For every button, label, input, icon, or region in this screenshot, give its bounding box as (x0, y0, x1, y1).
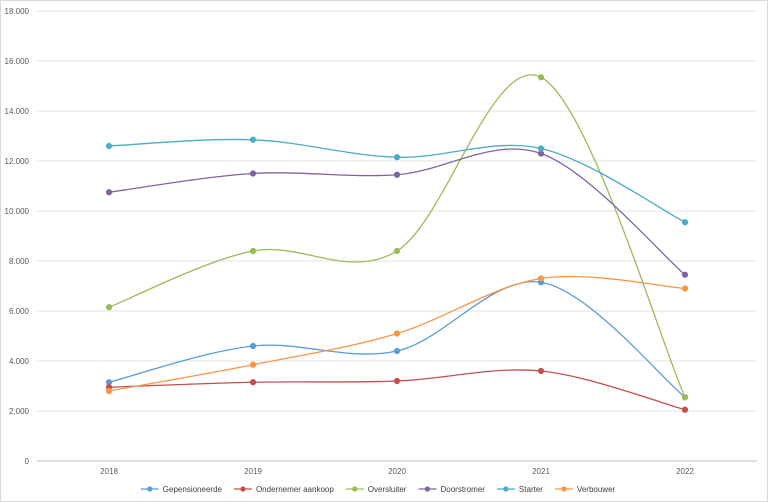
legend: Gepensioneerde Ondernemer aankoop Overslui… (140, 485, 616, 494)
data-point-starter (537, 145, 545, 152)
data-point-ondernemer-aankoop (681, 406, 689, 413)
x-tick-label: 2022 (676, 467, 694, 476)
data-point-doorstromer (537, 150, 545, 157)
data-point-ondernemer-aankoop (249, 379, 257, 386)
data-point-doorstromer (105, 189, 113, 196)
series-line-oversluiter (108, 74, 686, 398)
legend-swatch-marker (424, 486, 431, 492)
data-point-starter (249, 136, 257, 143)
y-tick-label: 10.000 (5, 207, 30, 216)
data-point-oversluiter (537, 74, 545, 81)
legend-swatch-marker (147, 486, 153, 492)
y-tick-label: 18.000 (5, 7, 30, 16)
gridlines (37, 10, 757, 462)
data-point-verbouwer (249, 361, 257, 368)
y-tick-label: 4.000 (9, 357, 30, 366)
y-tick-label: 12.000 (5, 157, 30, 166)
series-ondernemer-aankoop (105, 367, 689, 413)
data-point-starter (393, 154, 401, 161)
data-point-doorstromer (393, 171, 401, 178)
data-point-oversluiter (249, 247, 257, 255)
y-tick-label: 14.000 (5, 107, 30, 116)
data-point-verbouwer (681, 285, 689, 292)
x-tick-label: 2018 (100, 467, 118, 476)
data-point-gepensioneerde (393, 347, 401, 355)
series-lines (105, 74, 689, 413)
data-point-starter (105, 142, 113, 150)
legend-item: Gepensioneerde (140, 485, 223, 494)
series-line-starter (108, 138, 686, 223)
data-point-verbouwer (393, 330, 401, 337)
y-tick-label: 16.000 (5, 57, 30, 66)
legend-item: Oversluiter (345, 485, 407, 494)
y-tick-label: 8.000 (9, 257, 30, 266)
legend-item: Starter (496, 485, 543, 494)
series-verbouwer (105, 275, 689, 395)
legend-label: Verbouwer (577, 485, 616, 494)
data-point-verbouwer (537, 275, 545, 282)
legend-swatch-marker (352, 486, 358, 492)
series-oversluiter (105, 74, 689, 401)
legend-label: Oversluiter (368, 485, 407, 494)
data-point-oversluiter (681, 394, 689, 401)
data-point-ondernemer-aankoop (393, 377, 401, 385)
data-point-verbouwer (105, 387, 113, 395)
data-point-ondernemer-aankoop (537, 367, 545, 375)
data-point-doorstromer (249, 170, 257, 177)
series-starter (105, 136, 689, 226)
legend-label: Starter (519, 485, 543, 494)
legend-swatch-marker (561, 486, 567, 492)
x-axis: 2018 2019 2020 2021 2022 (100, 467, 694, 476)
x-tick-label: 2021 (532, 467, 550, 476)
legend-swatch-marker (240, 486, 246, 492)
legend-label: Ondernemer aankoop (256, 485, 334, 494)
legend-swatch-marker (503, 486, 509, 492)
y-tick-label: 2.000 (9, 407, 30, 416)
data-point-starter (681, 219, 689, 226)
data-point-oversluiter (393, 247, 401, 255)
y-tick-label: 6.000 (9, 307, 30, 316)
legend-item: Doorstromer (418, 485, 485, 494)
legend-label: Doorstromer (440, 485, 485, 494)
legend-item: Verbouwer (554, 485, 616, 494)
legend-label: Gepensioneerde (163, 485, 223, 494)
legend-item: Ondernemer aankoop (233, 485, 334, 494)
x-tick-label: 2019 (244, 467, 262, 476)
y-axis: 0 2.000 4.000 6.000 8.000 10.000 12.000 14.000 1… (5, 7, 30, 466)
y-tick-label: 0 (25, 457, 30, 466)
series-doorstromer (105, 148, 689, 278)
data-point-gepensioneerde (105, 379, 113, 386)
data-point-gepensioneerde (249, 342, 257, 350)
data-point-doorstromer (681, 271, 689, 278)
data-point-oversluiter (105, 304, 113, 311)
x-tick-label: 2020 (388, 467, 406, 476)
